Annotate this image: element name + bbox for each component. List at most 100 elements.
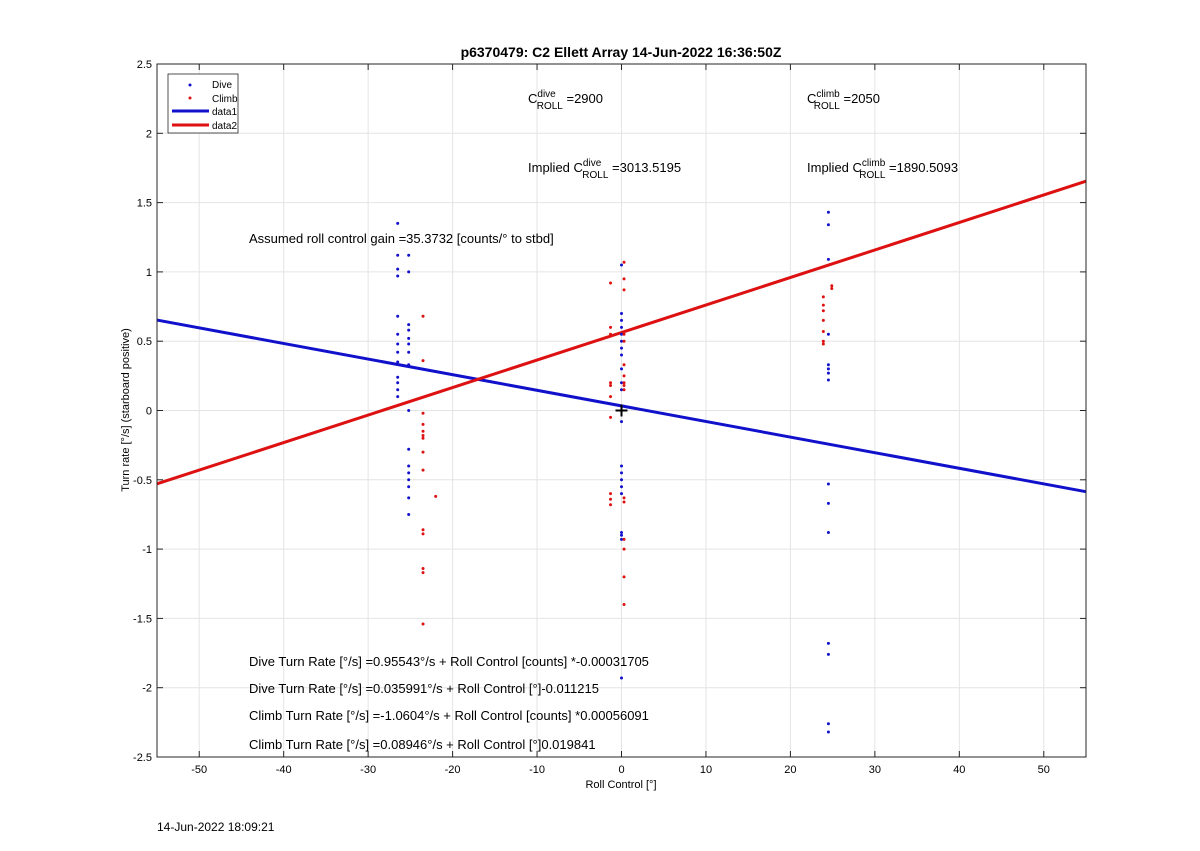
point-dive bbox=[396, 267, 400, 271]
point-dive bbox=[620, 530, 623, 534]
point-dive bbox=[620, 676, 623, 680]
point-dive bbox=[396, 332, 400, 336]
point-climb bbox=[421, 567, 425, 571]
equation-climb-counts: Climb Turn Rate [°/s] =-1.0604°/s + Roll… bbox=[249, 708, 649, 723]
point-dive bbox=[396, 314, 400, 318]
point-climb bbox=[421, 436, 425, 440]
point-dive bbox=[826, 501, 830, 505]
legend-box bbox=[167, 73, 239, 134]
point-climb bbox=[609, 384, 613, 388]
point-climb bbox=[622, 260, 626, 264]
point-dive bbox=[396, 388, 400, 392]
point-climb bbox=[421, 622, 425, 626]
point-climb bbox=[830, 287, 834, 291]
point-dive bbox=[407, 328, 411, 332]
point-dive bbox=[407, 336, 411, 340]
point-dive bbox=[826, 223, 830, 227]
point-climb bbox=[609, 497, 613, 501]
x-tick-label: -40 bbox=[276, 764, 292, 776]
x-tick-label: 30 bbox=[869, 764, 881, 776]
y-tick-label: 0.5 bbox=[137, 336, 152, 348]
point-climb bbox=[622, 603, 626, 607]
y-axis-label: Turn rate [°/s] (starboard positive) bbox=[120, 328, 132, 492]
point-dive bbox=[620, 533, 623, 537]
point-climb bbox=[421, 429, 425, 433]
print-timestamp: 14-Jun-2022 18:09:21 bbox=[157, 820, 275, 834]
point-dive bbox=[620, 471, 623, 475]
point-climb bbox=[609, 395, 613, 399]
point-dive bbox=[407, 464, 411, 468]
point-climb bbox=[609, 281, 613, 285]
point-climb bbox=[421, 359, 425, 363]
y-tick-label: -2.5 bbox=[133, 752, 152, 764]
chart-title: p6370479: C2 Ellett Array 14-Jun-2022 16… bbox=[461, 44, 782, 60]
point-climb bbox=[622, 277, 626, 281]
point-dive bbox=[396, 395, 400, 399]
point-dive bbox=[826, 367, 830, 371]
point-dive bbox=[826, 652, 830, 656]
equation-dive-degrees: Dive Turn Rate [°/s] =0.035991°/s + Roll… bbox=[249, 681, 599, 696]
point-climb bbox=[622, 384, 626, 388]
point-dive bbox=[620, 478, 623, 482]
y-tick-label: 1 bbox=[146, 267, 152, 279]
point-climb bbox=[622, 547, 626, 551]
y-tick-label: -1 bbox=[142, 544, 152, 556]
x-tick-label: 20 bbox=[784, 764, 796, 776]
x-tick-label: -50 bbox=[191, 764, 207, 776]
legend-climb-label: Climb bbox=[212, 94, 238, 105]
point-dive bbox=[620, 353, 623, 357]
point-climb bbox=[821, 339, 825, 343]
point-climb bbox=[609, 332, 613, 336]
y-tick-label: 2 bbox=[146, 128, 152, 140]
point-dive bbox=[826, 482, 830, 486]
legend: Dive Climb data1 data2 bbox=[167, 73, 239, 134]
y-tick-label: -0.5 bbox=[133, 475, 152, 487]
data-points bbox=[396, 210, 834, 734]
point-climb bbox=[609, 325, 613, 329]
x-tick-label: 50 bbox=[1038, 764, 1050, 776]
implied-dive-annotation: Implied Cdive ROLL =3013.5195 bbox=[528, 158, 681, 181]
legend-dive-marker bbox=[188, 83, 192, 87]
point-dive bbox=[396, 342, 400, 346]
point-climb bbox=[434, 494, 438, 498]
legend-data1-label: data1 bbox=[212, 107, 237, 118]
point-dive bbox=[620, 420, 623, 424]
point-dive bbox=[396, 253, 400, 257]
point-climb bbox=[609, 503, 613, 507]
point-dive bbox=[620, 332, 623, 336]
point-dive bbox=[620, 485, 623, 489]
point-dive bbox=[407, 350, 411, 354]
point-dive bbox=[620, 346, 623, 350]
point-dive bbox=[407, 447, 411, 451]
point-dive bbox=[620, 492, 623, 496]
y-tick-label: 1.5 bbox=[137, 198, 152, 210]
point-climb bbox=[609, 381, 613, 385]
point-climb bbox=[622, 500, 626, 504]
point-dive bbox=[407, 323, 411, 327]
point-dive bbox=[396, 360, 400, 364]
point-climb bbox=[821, 318, 825, 322]
x-tick-label: 40 bbox=[953, 764, 965, 776]
fit-line-data2 bbox=[156, 179, 1087, 486]
point-dive bbox=[620, 325, 623, 329]
point-dive bbox=[407, 471, 411, 475]
x-tick-label: -20 bbox=[445, 764, 461, 776]
y-tick-label: -2 bbox=[142, 683, 152, 695]
point-climb bbox=[622, 381, 626, 385]
point-climb bbox=[421, 532, 425, 536]
x-axis-label: Roll Control [°] bbox=[585, 779, 656, 791]
x-tick-label: -10 bbox=[529, 764, 545, 776]
point-dive bbox=[826, 332, 830, 336]
point-dive bbox=[396, 381, 400, 385]
point-climb bbox=[622, 575, 626, 579]
y-tick-label: 2.5 bbox=[137, 59, 152, 71]
point-climb bbox=[622, 537, 626, 541]
point-dive bbox=[396, 274, 400, 278]
point-dive bbox=[620, 318, 623, 322]
c-climb-annotation: Cclimb ROLL =2050 bbox=[807, 89, 880, 112]
point-climb bbox=[821, 309, 825, 313]
point-dive bbox=[826, 378, 830, 382]
point-dive bbox=[407, 270, 411, 274]
point-climb bbox=[421, 422, 425, 426]
